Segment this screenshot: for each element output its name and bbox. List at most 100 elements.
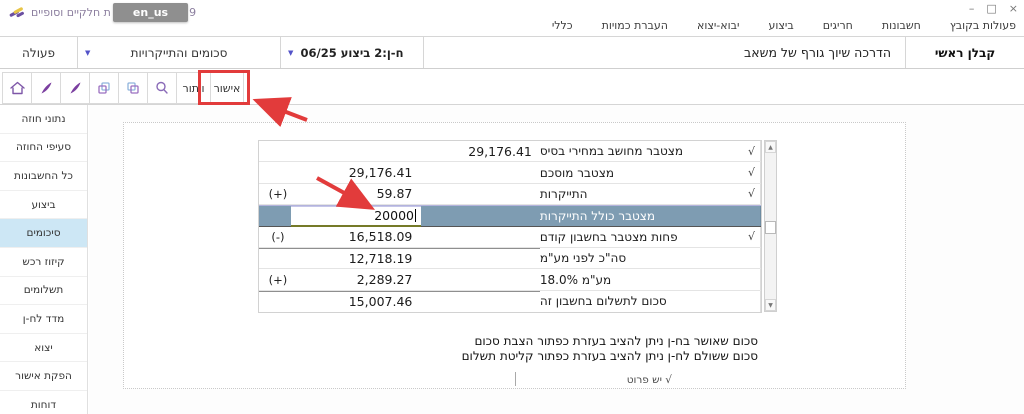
windows-icon [98, 82, 110, 94]
document-title: הדרכה שיוך גורף של משאב [423, 37, 905, 68]
menu-file-operations[interactable]: פעולות בקובץ [949, 19, 1016, 32]
row-label: התייקרות [539, 186, 588, 201]
table-row-selected[interactable]: מצטבר כולל התייקרות 20000 [259, 205, 761, 227]
app-logo-icon [9, 7, 24, 18]
selector-row: פעולה ▼ סכומים והתייקרויות ▼ ח-ן:2 ביצוע… [0, 36, 1024, 69]
dart-button-1[interactable] [31, 72, 61, 104]
sidebar-item-contract-data[interactable]: נתוני חוזה [0, 105, 87, 134]
sidebar-item-contract-clauses[interactable]: סעיפי החוזה [0, 134, 87, 163]
value-cell[interactable] [420, 162, 540, 182]
table-row[interactable]: (+) 2,289.27 מע"מ 18.0% [259, 269, 761, 291]
action-menu[interactable]: פעולה [0, 37, 77, 68]
sidebar-item-purchase-offset[interactable]: קיזוז רכש [0, 248, 87, 277]
sign-cell: (+) [268, 186, 288, 201]
table-row[interactable]: 12,718.19 סה"כ לפני מע"מ [259, 247, 761, 270]
hint-paid-amount: סכום ששולם לח-ן ניתן להציב בעזרת כפתור ק… [461, 349, 758, 363]
check-cell [743, 290, 761, 313]
language-badge: en_us [112, 2, 189, 22]
has-detail-flag: √ יש פרוט [626, 374, 672, 386]
value-cell[interactable] [420, 269, 540, 289]
sign-cell: (+) [268, 272, 288, 287]
home-button[interactable] [2, 72, 32, 104]
title-bar: ת חלקיים וסופיים en_us 9 – □ × [0, 0, 1024, 34]
search-button[interactable] [147, 72, 177, 104]
panel-caret-tick [515, 372, 516, 386]
sidebar-item-execution[interactable]: ביצוע [0, 191, 87, 220]
value-cell[interactable]: 29,176.41 [468, 143, 532, 159]
row-label: סכום לתשלום בחשבון זה [539, 294, 667, 309]
chevron-down-icon: ▼ [85, 49, 91, 57]
check-cell: √ [743, 162, 761, 183]
minimize-icon[interactable]: – [968, 2, 975, 15]
row-label: מצטבר כולל התייקרות [539, 208, 656, 223]
toolbar: ויתור אישור [0, 69, 1024, 105]
scroll-up-icon[interactable]: ▲ [765, 141, 776, 153]
menu-import-export[interactable]: יבוא-יצוא [696, 19, 740, 32]
row-label: סה"כ לפני מע"מ [539, 251, 627, 266]
dart-button-2[interactable] [60, 72, 90, 104]
scroll-down-icon[interactable]: ▼ [765, 299, 776, 311]
dart-icon [70, 82, 81, 94]
check-cell: √ [743, 183, 761, 205]
row-label: מע"מ 18.0% [539, 272, 612, 287]
check-cell [743, 247, 761, 269]
hint-approved-amount: סכום שאושר בח-ן ניתן להציב בעזרת כפתור ה… [474, 334, 758, 348]
value-cell[interactable]: 12,718.19 [296, 247, 421, 268]
value-cell[interactable]: 29,176.41 [348, 165, 413, 181]
text-caret [415, 209, 416, 223]
value-cell[interactable] [420, 247, 540, 268]
value-cell[interactable]: 15,007.46 [296, 290, 421, 312]
window-title-digit: 9 [189, 5, 197, 19]
sign-cell: (-) [271, 229, 285, 244]
sidebar-item-all-accounts[interactable]: כל החשבונות [0, 162, 87, 191]
value-cell[interactable] [420, 290, 540, 312]
summary-table: 29,176.41 מצטבר מחושב במחירי בסיס √ 29,1… [258, 140, 762, 314]
value-cell[interactable] [297, 141, 421, 161]
menu-exceptions[interactable]: חריגים [822, 19, 853, 32]
sign-cell [259, 162, 297, 182]
sidebar-item-export[interactable]: יצוא [0, 334, 87, 363]
duplicate-window-button[interactable] [118, 72, 148, 104]
menu-execution[interactable]: ביצוע [768, 19, 794, 32]
table-row[interactable]: (-) 16,518.09 פחות מצטבר בחשבון קודם √ [259, 226, 761, 248]
table-scrollbar[interactable]: ▲ ▼ [764, 140, 777, 312]
value-cell[interactable] [420, 227, 540, 247]
sidebar-item-payments[interactable]: תשלומים [0, 277, 87, 306]
value-cell[interactable]: 16,518.09 [348, 229, 413, 245]
menu-accounts[interactable]: חשבונות [881, 19, 921, 32]
menu-quantity-transfer[interactable]: העברת כמויות [601, 19, 668, 32]
table-row[interactable]: 29,176.41 מצטבר מחושב במחירי בסיס √ [259, 141, 761, 163]
account-selector[interactable]: ▼ ח-ן:2 ביצוע 06/25 [280, 37, 423, 68]
value-cell[interactable]: 59.87 [376, 186, 413, 202]
open-window-button[interactable] [89, 72, 119, 104]
search-icon [156, 81, 168, 94]
chevron-down-icon: ▼ [288, 49, 294, 57]
sidebar: נתוני חוזה סעיפי החוזה כל החשבונות ביצוע… [0, 105, 88, 414]
value-cell[interactable] [420, 184, 540, 204]
window-title-partial: ת חלקיים וסופיים [31, 5, 111, 19]
sidebar-item-account-index[interactable]: מדד לח-ן [0, 305, 87, 334]
table-row[interactable]: 29,176.41 מצטבר מוסכם √ [259, 162, 761, 184]
home-icon [9, 81, 25, 95]
table-row[interactable]: 15,007.46 סכום לתשלום בחשבון זה [259, 290, 761, 313]
check-cell: √ [743, 141, 761, 162]
check-cell [743, 269, 761, 290]
contractor-label: קבלן ראשי [905, 37, 1024, 68]
sidebar-item-summaries[interactable]: סיכומים [0, 219, 87, 248]
maximize-icon[interactable]: □ [986, 2, 997, 15]
value-cell[interactable]: 2,289.27 [356, 272, 413, 288]
total-incl-increase-input[interactable]: 20000 [291, 206, 421, 227]
check-cell: √ [743, 226, 761, 247]
scrollbar-thumb[interactable] [765, 221, 776, 234]
sign-cell [259, 141, 297, 161]
value-cell[interactable] [420, 206, 540, 225]
close-icon[interactable]: × [1008, 2, 1018, 15]
table-row[interactable]: (+) 59.87 התייקרות √ [259, 183, 761, 206]
view-selector[interactable]: ▼ סכומים והתייקרויות [77, 37, 280, 68]
sidebar-item-reports[interactable]: דוחות [0, 391, 87, 414]
sign-cell [259, 247, 297, 268]
windows-icon [127, 82, 139, 94]
menu-general[interactable]: כללי [551, 19, 573, 32]
sidebar-item-issue-approval[interactable]: הפקת אישור [0, 362, 87, 391]
sign-cell [259, 290, 297, 312]
